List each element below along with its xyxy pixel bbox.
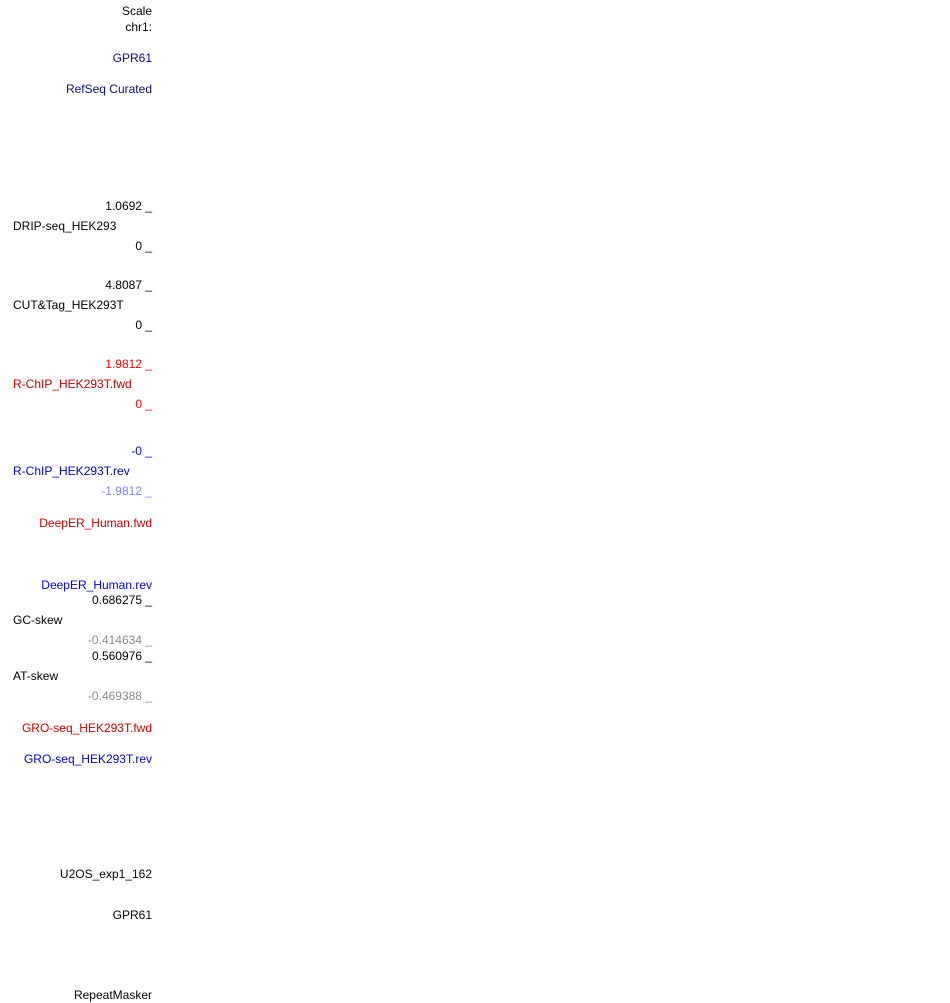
track-label-drip-seq[interactable]: DRIP-seq_HEK293 bbox=[13, 219, 117, 233]
gc-skew-min-value: -0.414634 _ bbox=[87, 633, 152, 647]
chrom-position-label: chr1: bbox=[125, 20, 152, 34]
rchip-fwd-min-value: 0 _ bbox=[135, 397, 152, 411]
track-label-gpr61-bottom[interactable]: GPR61 bbox=[112, 908, 152, 922]
track-label-deeper-fwd[interactable]: DeepER_Human.fwd bbox=[39, 516, 152, 530]
track-label-gc-skew[interactable]: GC-skew bbox=[13, 613, 63, 627]
scale-label: Scale bbox=[121, 4, 152, 18]
gc-skew-max-value: 0.686275 _ bbox=[91, 593, 152, 607]
rchip-rev-min-value: -1.9812 _ bbox=[101, 484, 152, 498]
rchip-rev-max-value: -0 _ bbox=[131, 444, 152, 458]
track-label-u2os-exp1[interactable]: U2OS_exp1_162 bbox=[59, 867, 152, 881]
drip-seq-max-value: 1.0692 _ bbox=[105, 199, 152, 213]
at-skew-min-value: -0.469388 _ bbox=[87, 689, 152, 703]
drip-seq-min-value: 0 _ bbox=[135, 239, 152, 253]
track-label-at-skew[interactable]: AT-skew bbox=[13, 669, 59, 683]
track-label-repeatmasker[interactable]: RepeatMasker bbox=[73, 988, 152, 1002]
track-label-cut-tag[interactable]: CUT&Tag_HEK293T bbox=[13, 298, 124, 312]
track-label-deeper-rev[interactable]: DeepER_Human.rev bbox=[41, 578, 152, 592]
track-label-gro-seq-rev[interactable]: GRO-seq_HEK293T.rev bbox=[23, 752, 152, 766]
track-label-refseq-curated[interactable]: RefSeq Curated bbox=[65, 82, 152, 96]
track-label-gro-seq-fwd[interactable]: GRO-seq_HEK293T.fwd bbox=[21, 721, 152, 735]
track-label-rchip-rev[interactable]: R-ChIP_HEK293T.rev bbox=[13, 464, 130, 478]
track-label-rchip-fwd[interactable]: R-ChIP_HEK293T.fwd bbox=[13, 377, 132, 391]
cut-tag-max-value: 4.8087 _ bbox=[105, 278, 152, 292]
cut-tag-min-value: 0 _ bbox=[135, 318, 152, 332]
track-label-gpr61-top[interactable]: GPR61 bbox=[112, 51, 152, 65]
at-skew-max-value: 0.560976 _ bbox=[91, 649, 152, 663]
rchip-fwd-max-value: 1.9812 _ bbox=[105, 357, 152, 371]
